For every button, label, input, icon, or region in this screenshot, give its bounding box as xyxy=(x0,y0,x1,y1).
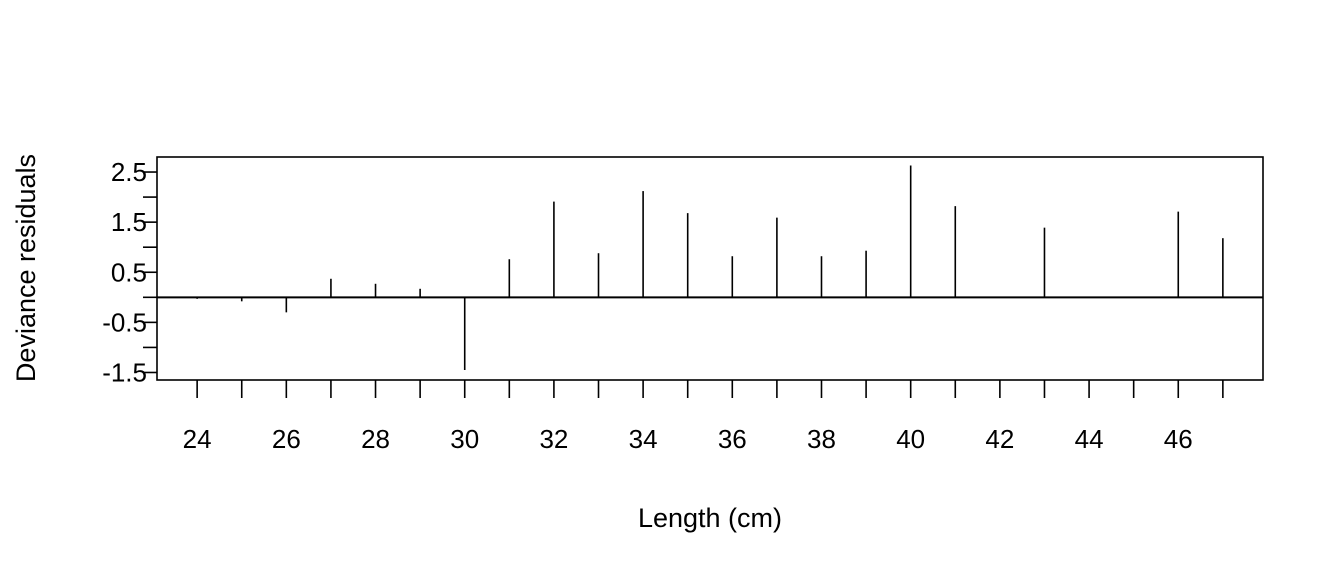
residual-spikes xyxy=(196,165,1224,370)
x-tick-label: 26 xyxy=(272,424,301,454)
x-tick-label: 28 xyxy=(361,424,390,454)
y-tick-label: 1.5 xyxy=(111,207,147,237)
y-axis-title: Deviance residuals xyxy=(11,154,41,382)
x-tick-label: 46 xyxy=(1164,424,1193,454)
x-tick-label: 42 xyxy=(985,424,1014,454)
x-axis: 24 26 28 30 32 34 36 38 40 42 44 46 xyxy=(183,380,1224,454)
x-tick-label: 40 xyxy=(896,424,925,454)
y-tick-label: -1.5 xyxy=(102,357,147,387)
y-tick-label: 2.5 xyxy=(111,157,147,187)
x-tick-label: 36 xyxy=(718,424,747,454)
x-tick-label: 44 xyxy=(1075,424,1104,454)
y-tick-label: 0.5 xyxy=(111,257,147,287)
x-tick-label: 34 xyxy=(629,424,658,454)
x-axis-title: Length (cm) xyxy=(638,503,782,533)
y-axis: 2.5 1.5 0.5 -0.5 -1.5 xyxy=(102,157,157,387)
x-tick-label: 32 xyxy=(539,424,568,454)
x-tick-label: 38 xyxy=(807,424,836,454)
y-tick-label: -0.5 xyxy=(102,307,147,337)
plot-frame xyxy=(156,156,1264,381)
x-tick-label: 30 xyxy=(450,424,479,454)
x-tick-label: 24 xyxy=(183,424,212,454)
